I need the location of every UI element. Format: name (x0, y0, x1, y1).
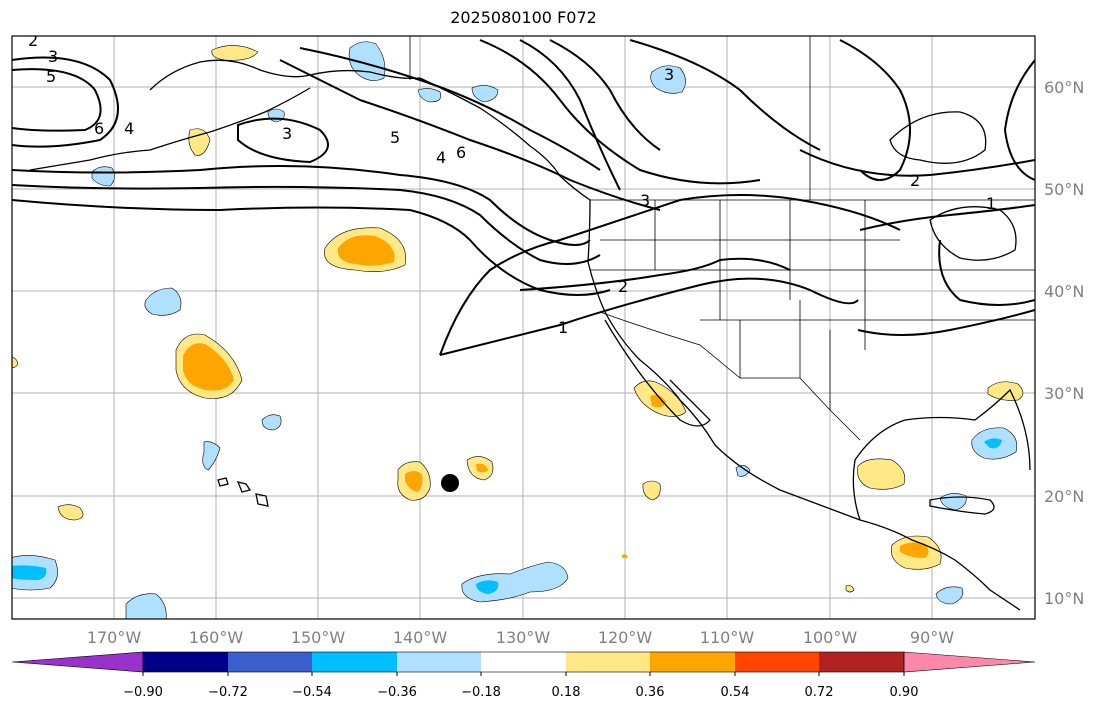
lon-label: 90°W (910, 628, 954, 647)
colorbar-tick: 0.72 (805, 685, 834, 700)
colorbar-segment (650, 652, 735, 672)
longitude-labels: 170°W 160°W 150°W 140°W 130°W 120°W 110°… (87, 628, 954, 647)
colorbar-segment (566, 652, 650, 672)
contour-label: 1 (558, 318, 568, 337)
lat-label: 60°N (1044, 78, 1084, 97)
location-marker (441, 474, 459, 492)
colorbar-segment (735, 652, 819, 672)
lon-label: 110°W (700, 628, 755, 647)
colorbar-extend-min (11, 651, 144, 673)
contour-label: 4 (436, 148, 446, 167)
lon-label: 130°W (496, 628, 551, 647)
map-title: 2025080100 F072 (450, 8, 597, 27)
contour-label: 3 (282, 124, 292, 143)
lon-label: 170°W (87, 628, 142, 647)
contour-label: 3 (664, 65, 674, 84)
contour-label: 4 (124, 119, 134, 138)
contour-label-group: 2 3 5 6 4 3 5 4 6 3 2 1 2 1 3 (28, 31, 996, 337)
contour-label: 5 (390, 128, 400, 147)
latitude-labels: 60°N 50°N 40°N 30°N 20°N 10°N (1044, 78, 1084, 608)
colorbar (11, 651, 1036, 676)
anomaly-shading (12, 41, 1024, 619)
lon-label: 160°W (189, 628, 244, 647)
contour-label: 1 (986, 194, 996, 213)
contour-label: 5 (46, 67, 56, 86)
contour-lines (12, 39, 1035, 356)
contour-label: 6 (94, 119, 104, 138)
lat-label: 10°N (1044, 589, 1084, 608)
colorbar-tick: 0.18 (552, 685, 581, 700)
graticule (12, 36, 1035, 619)
contour-label: 3 (640, 191, 650, 210)
colorbar-segment (397, 652, 481, 672)
colorbar-extend-max (903, 651, 1036, 673)
colorbar-segment (819, 652, 904, 672)
contour-label: 2 (910, 171, 920, 190)
colorbar-tick-labels: −0.90 −0.72 −0.54 −0.36 −0.18 0.18 0.36 … (123, 685, 918, 700)
coastlines (29, 59, 1031, 611)
lat-label: 30°N (1044, 384, 1084, 403)
colorbar-tick: −0.54 (292, 685, 332, 700)
colorbar-segment (143, 652, 228, 672)
colorbar-segment (228, 652, 312, 672)
map-frame (11, 35, 1036, 620)
contour-label: 3 (48, 47, 58, 66)
colorbar-tick: −0.36 (377, 685, 417, 700)
lat-label: 50°N (1044, 180, 1084, 199)
colorbar-outline (142, 651, 905, 673)
colorbar-tick: 0.36 (636, 685, 665, 700)
lon-label: 140°W (393, 628, 448, 647)
lon-label: 150°W (291, 628, 346, 647)
lat-label: 40°N (1044, 282, 1084, 301)
colorbar-segment (312, 652, 397, 672)
lat-label: 20°N (1044, 487, 1084, 506)
lon-label: 100°W (803, 628, 858, 647)
colorbar-tick: −0.90 (123, 685, 163, 700)
colorbar-tick: −0.72 (208, 685, 248, 700)
contour-label: 6 (456, 143, 466, 162)
colorbar-tick: 0.90 (890, 685, 919, 700)
colorbar-tick: 0.54 (721, 685, 750, 700)
lon-label: 120°W (598, 628, 653, 647)
colorbar-segment (481, 652, 566, 672)
contour-label: 2 (618, 277, 628, 296)
colorbar-tick: −0.18 (461, 685, 501, 700)
contour-label: 2 (28, 31, 38, 50)
